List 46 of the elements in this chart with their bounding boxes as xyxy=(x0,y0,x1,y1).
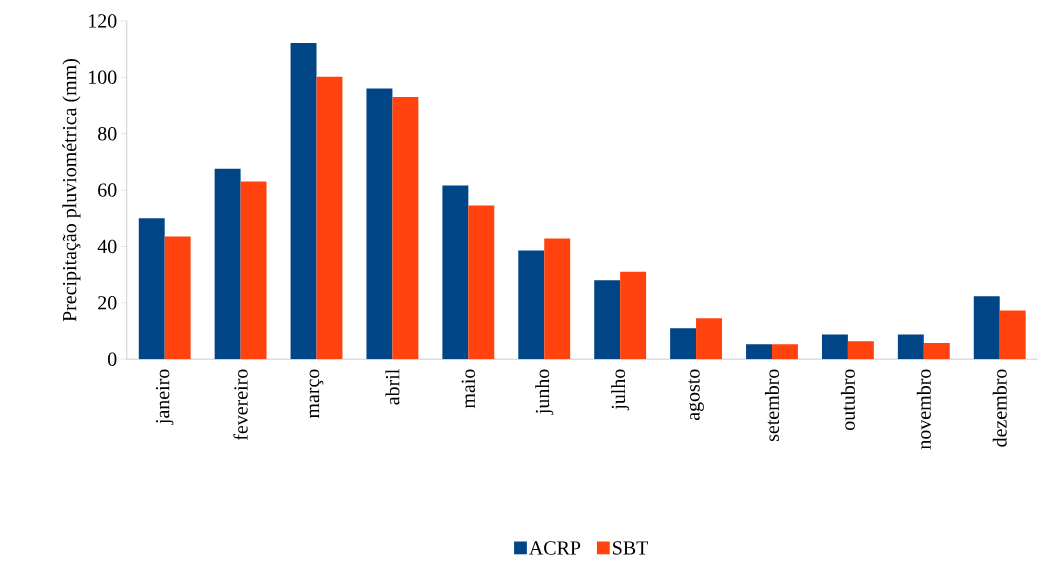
x-tick-label: agosto xyxy=(688,369,704,421)
x-tick-label: abril xyxy=(385,369,400,405)
bar xyxy=(923,343,950,360)
bar xyxy=(468,205,495,360)
x-tick-label: junho xyxy=(535,369,554,415)
bar xyxy=(746,344,772,360)
bar xyxy=(138,218,165,360)
bar xyxy=(897,334,924,360)
bar xyxy=(670,328,697,360)
y-axis-title: Precipitação pluviométrica (mm) xyxy=(62,59,81,322)
bar xyxy=(999,310,1026,360)
bar xyxy=(290,43,317,360)
bar xyxy=(214,168,241,360)
x-tick-label: outubro xyxy=(840,369,855,431)
bar xyxy=(620,271,647,360)
y-tick-label: 100 xyxy=(89,70,117,85)
x-tick-label: janeiro xyxy=(155,369,174,425)
bar xyxy=(771,344,798,360)
y-tick-label: 60 xyxy=(98,183,117,197)
y-tick-label: 80 xyxy=(98,127,117,141)
bar xyxy=(366,88,393,360)
x-tick-label: setembro xyxy=(764,369,779,442)
bar xyxy=(544,238,571,360)
bar xyxy=(240,181,267,360)
bar xyxy=(392,97,419,360)
y-tick-label: 20 xyxy=(98,296,117,310)
x-tick-label: fevereiro xyxy=(233,369,248,441)
bar xyxy=(164,236,191,360)
bar xyxy=(442,185,469,360)
legend-label: SBT xyxy=(613,541,648,555)
bar xyxy=(518,250,545,360)
bar xyxy=(847,341,874,360)
y-tick-label: 0 xyxy=(108,352,117,367)
bar xyxy=(316,76,343,360)
bar xyxy=(594,280,621,360)
legend-label: ACRP xyxy=(529,541,581,555)
x-tick-label: novembro xyxy=(916,369,931,450)
y-tick-label: 40 xyxy=(97,239,117,254)
bar xyxy=(696,318,723,360)
bar xyxy=(821,334,848,360)
x-tick-label: março xyxy=(309,369,324,419)
y-tick-label: 120 xyxy=(89,14,117,28)
x-tick-label: dezembro xyxy=(992,369,1007,447)
x-tick-label: julho xyxy=(611,369,630,411)
x-tick-label: maio xyxy=(461,369,476,409)
bar xyxy=(973,296,1000,360)
